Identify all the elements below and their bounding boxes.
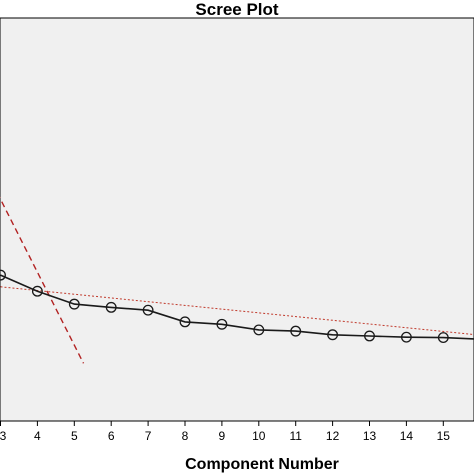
- x-axis: 3 4 5 6 7 8 9 10 11 12 13 14 15: [0, 420, 474, 443]
- x-tick-label: 7: [145, 429, 152, 443]
- data-point: [327, 329, 339, 341]
- reference-line-2: [0, 286, 474, 336]
- x-tick-label: 12: [326, 429, 340, 443]
- plot-area: [0, 17, 474, 422]
- x-tick-label: 11: [289, 429, 302, 443]
- x-tick-label: 6: [108, 429, 115, 443]
- x-tick-label: 4: [34, 429, 41, 443]
- x-tick-label: 9: [219, 429, 226, 443]
- data-point: [290, 325, 302, 337]
- data-point: [105, 301, 117, 313]
- data-point: [179, 316, 191, 328]
- reference-line-1: [0, 196, 85, 364]
- data-point: [216, 318, 228, 330]
- data-point: [142, 304, 154, 316]
- reference-lines: [0, 196, 474, 364]
- x-tick-label: 10: [252, 429, 266, 443]
- x-axis-label: Component Number: [185, 456, 339, 473]
- x-tick-label: 15: [437, 429, 451, 443]
- x-tick-label: 14: [400, 429, 414, 443]
- data-point: [437, 332, 449, 344]
- data-point: [253, 324, 265, 336]
- chart-title: Scree Plot: [195, 0, 278, 19]
- x-tick-label: 3: [0, 429, 7, 443]
- data-point: [31, 285, 43, 297]
- x-tick-label: 8: [182, 429, 189, 443]
- data-point: [400, 331, 412, 343]
- series-line: [0, 274, 474, 340]
- x-tick-label: 5: [71, 429, 78, 443]
- data-point: [0, 269, 6, 281]
- x-tick-label: 13: [363, 429, 377, 443]
- data-point: [364, 330, 375, 342]
- data-point: [68, 298, 80, 310]
- data-series: [0, 269, 474, 344]
